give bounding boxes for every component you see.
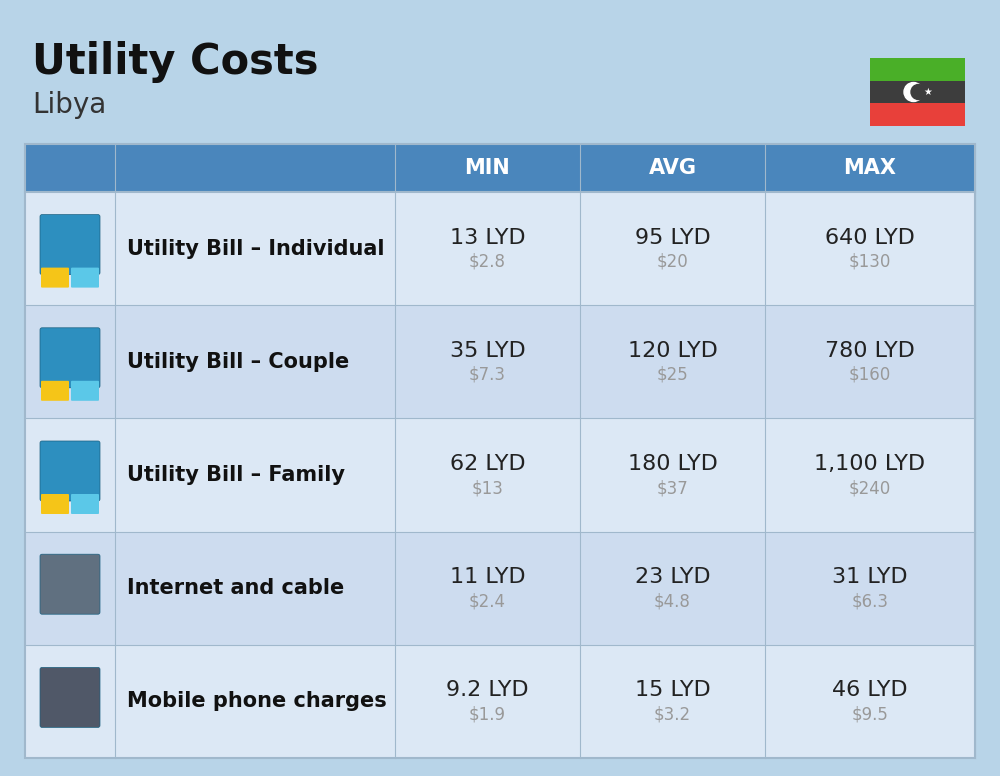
Text: 46 LYD: 46 LYD [832, 681, 908, 701]
Text: $2.4: $2.4 [469, 592, 506, 610]
FancyBboxPatch shape [25, 144, 975, 192]
FancyBboxPatch shape [40, 441, 100, 501]
Text: $37: $37 [657, 479, 688, 497]
FancyBboxPatch shape [40, 667, 100, 727]
FancyBboxPatch shape [71, 381, 99, 400]
FancyBboxPatch shape [40, 327, 100, 388]
FancyBboxPatch shape [25, 645, 975, 758]
Text: 9.2 LYD: 9.2 LYD [446, 681, 529, 701]
FancyBboxPatch shape [870, 58, 965, 81]
Text: 640 LYD: 640 LYD [825, 227, 915, 248]
Text: 180 LYD: 180 LYD [628, 454, 717, 474]
FancyBboxPatch shape [25, 192, 975, 305]
Text: $7.3: $7.3 [469, 365, 506, 384]
Text: 1,100 LYD: 1,100 LYD [814, 454, 926, 474]
Text: $2.8: $2.8 [469, 253, 506, 271]
Text: 62 LYD: 62 LYD [450, 454, 525, 474]
Text: MIN: MIN [465, 158, 510, 178]
Text: Utility Bill – Individual: Utility Bill – Individual [127, 238, 384, 258]
Text: Internet and cable: Internet and cable [127, 578, 344, 598]
Text: Utility Bill – Family: Utility Bill – Family [127, 465, 345, 485]
FancyBboxPatch shape [25, 532, 975, 645]
FancyBboxPatch shape [870, 81, 965, 103]
Text: Mobile phone charges: Mobile phone charges [127, 691, 387, 712]
Text: 13 LYD: 13 LYD [450, 227, 525, 248]
Text: $130: $130 [849, 253, 891, 271]
Text: $13: $13 [472, 479, 503, 497]
Text: $4.8: $4.8 [654, 592, 691, 610]
Text: 23 LYD: 23 LYD [635, 567, 710, 587]
Text: 120 LYD: 120 LYD [628, 341, 717, 361]
Text: 15 LYD: 15 LYD [635, 681, 710, 701]
FancyBboxPatch shape [40, 554, 100, 614]
Text: $6.3: $6.3 [852, 592, 889, 610]
Text: $160: $160 [849, 365, 891, 384]
Text: 11 LYD: 11 LYD [450, 567, 525, 587]
Text: $25: $25 [657, 365, 688, 384]
FancyBboxPatch shape [870, 103, 965, 126]
Circle shape [911, 85, 926, 99]
Text: $9.5: $9.5 [852, 705, 888, 723]
Text: 31 LYD: 31 LYD [832, 567, 908, 587]
Text: $1.9: $1.9 [469, 705, 506, 723]
Circle shape [904, 82, 923, 102]
FancyBboxPatch shape [25, 305, 975, 418]
Text: AVG: AVG [648, 158, 696, 178]
FancyBboxPatch shape [71, 268, 99, 288]
FancyBboxPatch shape [41, 381, 69, 400]
Text: Utility Bill – Couple: Utility Bill – Couple [127, 352, 349, 372]
Text: MAX: MAX [844, 158, 896, 178]
Text: Libya: Libya [32, 91, 106, 119]
Text: 35 LYD: 35 LYD [450, 341, 525, 361]
Text: $20: $20 [657, 253, 688, 271]
FancyBboxPatch shape [40, 215, 100, 275]
Text: 95 LYD: 95 LYD [635, 227, 710, 248]
Text: ★: ★ [923, 87, 932, 97]
Text: Utility Costs: Utility Costs [32, 41, 318, 83]
Text: 780 LYD: 780 LYD [825, 341, 915, 361]
FancyBboxPatch shape [41, 494, 69, 514]
FancyBboxPatch shape [25, 418, 975, 532]
FancyBboxPatch shape [41, 268, 69, 288]
Text: $3.2: $3.2 [654, 705, 691, 723]
FancyBboxPatch shape [71, 494, 99, 514]
Text: $240: $240 [849, 479, 891, 497]
